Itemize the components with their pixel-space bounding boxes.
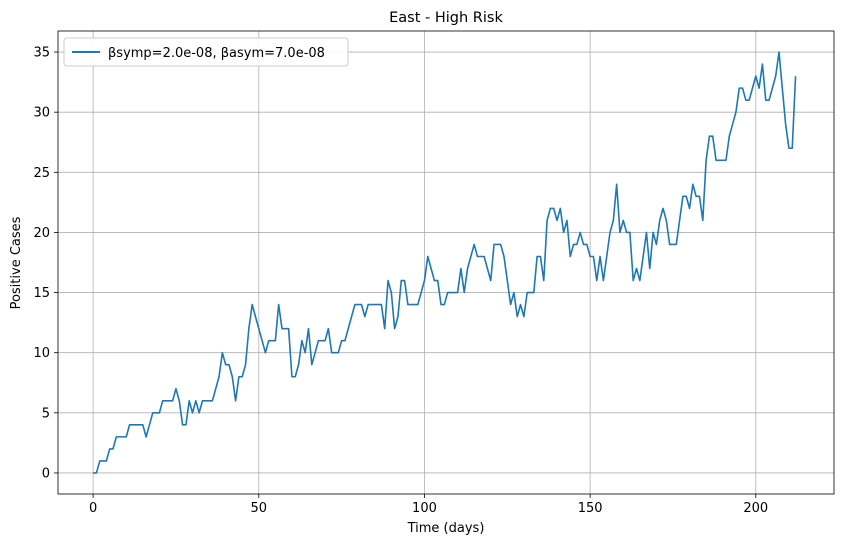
- y-tick-label: 15: [33, 286, 50, 301]
- series-line: [93, 51, 797, 474]
- y-tick-label: 5: [42, 406, 50, 421]
- y-tick-label: 35: [33, 46, 50, 61]
- y-tick-label: 25: [33, 166, 50, 181]
- chart-title: East - High Risk: [389, 10, 503, 26]
- y-tick-label: 10: [33, 346, 50, 361]
- grid-lines: [58, 31, 834, 494]
- y-tick-label: 30: [33, 106, 50, 121]
- x-tick-label: 50: [251, 501, 268, 516]
- x-axis-label: Time (days): [407, 521, 485, 536]
- y-axis-label: Positive Cases: [9, 216, 24, 309]
- x-tick-label: 200: [743, 501, 768, 516]
- series-layer: [93, 51, 797, 474]
- legend-box: [63, 37, 349, 67]
- plot-frame: [57, 30, 835, 495]
- y-tick-label: 0: [42, 466, 50, 481]
- x-tick-label: 150: [578, 501, 603, 516]
- x-tick-label: 100: [412, 501, 437, 516]
- legend-label: βsymp=2.0e-08, βasym=7.0e-08: [108, 46, 325, 61]
- y-tick-label: 20: [33, 226, 50, 241]
- tick-layer: 0 50 100 150 200 0 5 10 15 20 25 30 35: [33, 46, 768, 516]
- x-tick-label: 0: [89, 501, 97, 516]
- legend: βsymp=2.0e-08, βasym=7.0e-08: [63, 37, 349, 67]
